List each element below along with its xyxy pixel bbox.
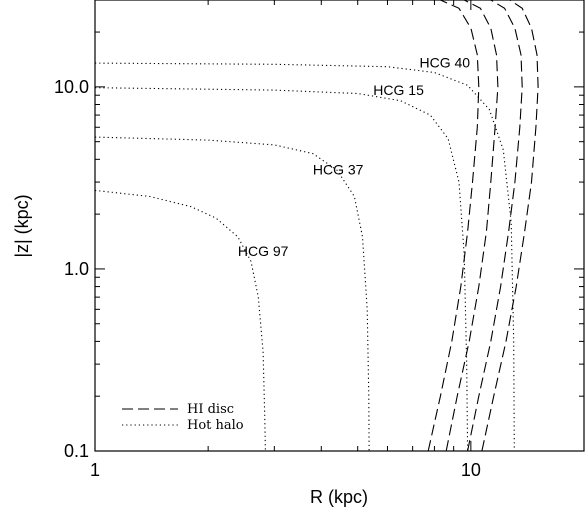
series-line-2 [95,136,370,451]
plot-frame [94,0,585,452]
y-axis-title: |z| (kpc) [12,194,32,257]
y-tick-label: 1.0 [64,259,89,279]
curve-label-2: HCG 37 [313,162,364,178]
x-tick-label: 1 [90,460,100,480]
legend-label-2: Hot halo [187,418,244,433]
series-line-3 [95,87,469,451]
series-line-4 [95,62,515,451]
series-line-1 [95,189,266,451]
curve-label-4: HCG 40 [420,54,471,70]
curve-label-3: HCG 15 [373,82,424,98]
y-tick-label: 10.0 [54,77,89,97]
x-tick-label: 10 [461,460,481,480]
x-axis-title: R (kpc) [310,487,368,507]
curves-layer [95,0,539,451]
legend-label-1: HI disc [187,402,234,417]
labels-layer: HCG 97 HCG 37 HCG 15 HCG 40 [238,54,470,258]
series-line-5 [427,0,480,451]
series-line-7 [467,0,523,451]
curve-label-1: HCG 97 [238,243,289,259]
y-tick-label: 0.1 [64,441,89,461]
series-line-6 [445,0,499,451]
series-line-8 [481,0,539,451]
ticks-layer: 1 10 0.1 1.0 10.0 [54,0,585,480]
